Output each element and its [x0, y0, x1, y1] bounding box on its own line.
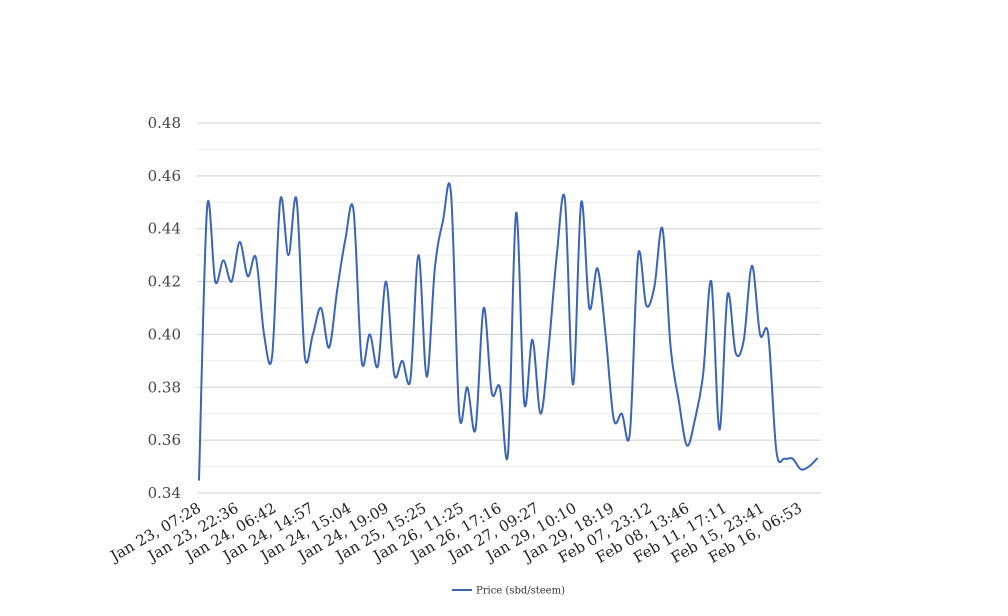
legend: Price (sbd/steem) [452, 586, 565, 597]
gridlines [197, 122, 821, 494]
y-tick-label: 0.46 [148, 167, 181, 185]
y-tick-label: 0.38 [148, 378, 181, 396]
y-tick-label: 0.34 [148, 484, 181, 502]
y-tick-label: 0.48 [148, 114, 181, 132]
y-tick-label: 0.36 [148, 431, 181, 449]
series-lines [198, 182, 818, 481]
y-tick-label: 0.44 [148, 220, 181, 238]
legend-label: Price (sbd/steem) [476, 586, 565, 597]
y-tick-label: 0.42 [148, 273, 181, 291]
y-axis-ticks: 0.34 0.36 0.38 0.40 0.42 0.44 0.46 0.48 [148, 114, 181, 502]
y-tick-label: 0.40 [148, 325, 181, 343]
series-line [198, 182, 818, 481]
